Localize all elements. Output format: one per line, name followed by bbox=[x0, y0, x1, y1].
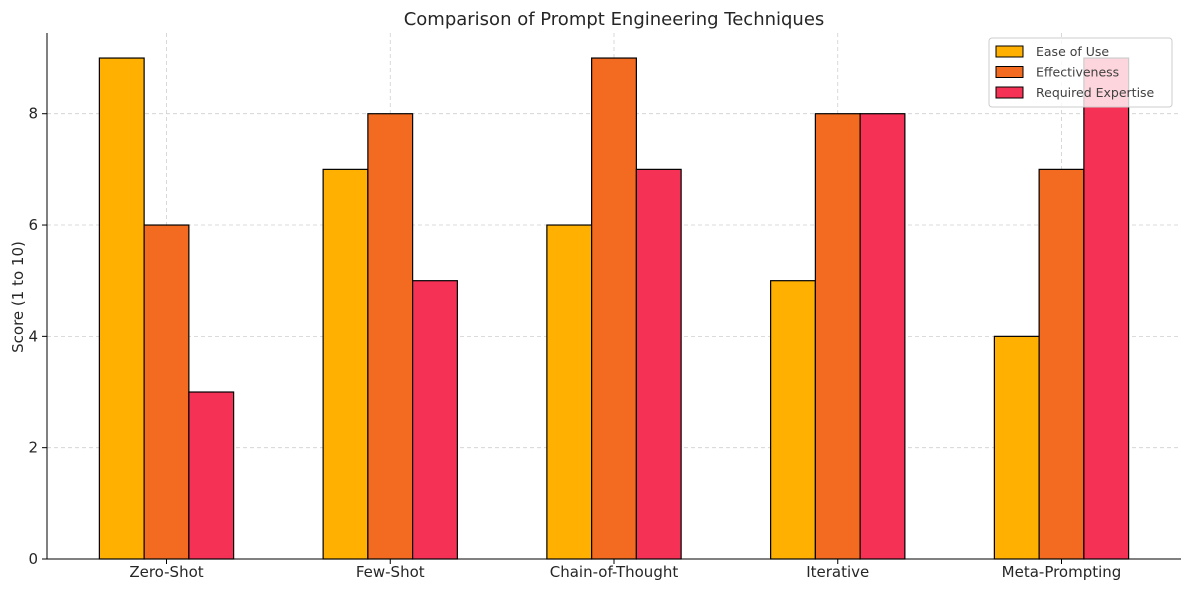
bar-required-expertise-meta-prompting bbox=[1083, 57, 1130, 560]
legend-label-required-expertise: Required Expertise bbox=[1036, 85, 1155, 100]
bar-effectiveness-meta-prompting bbox=[1038, 168, 1085, 560]
legend-swatch-ease-of-use bbox=[995, 45, 1024, 58]
legend: Ease of Use Effectiveness Required Experti… bbox=[988, 37, 1173, 108]
x-tick-label-meta-prompting: Meta-Prompting bbox=[1002, 563, 1122, 581]
legend-label-ease-of-use: Ease of Use bbox=[1036, 44, 1109, 59]
legend-swatch-required-expertise bbox=[995, 86, 1024, 99]
x-tick-label-few-shot: Few-Shot bbox=[356, 563, 425, 581]
bar-required-expertise-few-shot bbox=[412, 280, 458, 560]
bar-effectiveness-few-shot bbox=[367, 113, 414, 560]
x-tick-label-iterative: Iterative bbox=[806, 563, 869, 581]
y-tick-label: 2 bbox=[28, 439, 38, 457]
legend-label-effectiveness: Effectiveness bbox=[1036, 65, 1119, 80]
bar-ease-of-use-iterative bbox=[770, 280, 816, 560]
y-tick-label: 4 bbox=[28, 327, 38, 345]
legend-entries: Ease of Use Effectiveness Required Experti… bbox=[995, 44, 1155, 100]
y-tick-label: 6 bbox=[28, 216, 38, 234]
ticks-layer: 0 2 4 6 8 Zero-Shot Few-Shot Chain-of-Thought It… bbox=[28, 105, 1121, 581]
bar-effectiveness-chain-of-thought bbox=[591, 57, 637, 560]
y-axis-label: Score (1 to 10) bbox=[9, 241, 27, 353]
bars-layer bbox=[98, 57, 1130, 560]
bar-effectiveness-zero-shot bbox=[143, 224, 190, 560]
legend-swatch-effectiveness bbox=[995, 66, 1024, 78]
y-tick-label: 0 bbox=[28, 550, 38, 568]
bar-ease-of-use-chain-of-thought bbox=[546, 224, 593, 560]
y-tick-label: 8 bbox=[28, 105, 38, 123]
x-tick-label-chain-of-thought: Chain-of-Thought bbox=[550, 563, 679, 581]
bar-ease-of-use-zero-shot bbox=[98, 57, 145, 560]
chart-title: Comparison of Prompt Engineering Techniq… bbox=[404, 9, 825, 30]
legend-box bbox=[988, 37, 1173, 108]
bar-required-expertise-zero-shot bbox=[188, 391, 235, 560]
bar-effectiveness-iterative bbox=[814, 113, 861, 560]
x-tick-label-zero-shot: Zero-Shot bbox=[129, 563, 203, 581]
bar-required-expertise-chain-of-thought bbox=[635, 168, 682, 560]
bar-ease-of-use-few-shot bbox=[322, 168, 369, 560]
bar-ease-of-use-meta-prompting bbox=[993, 335, 1040, 560]
bar-required-expertise-iterative bbox=[859, 113, 906, 560]
